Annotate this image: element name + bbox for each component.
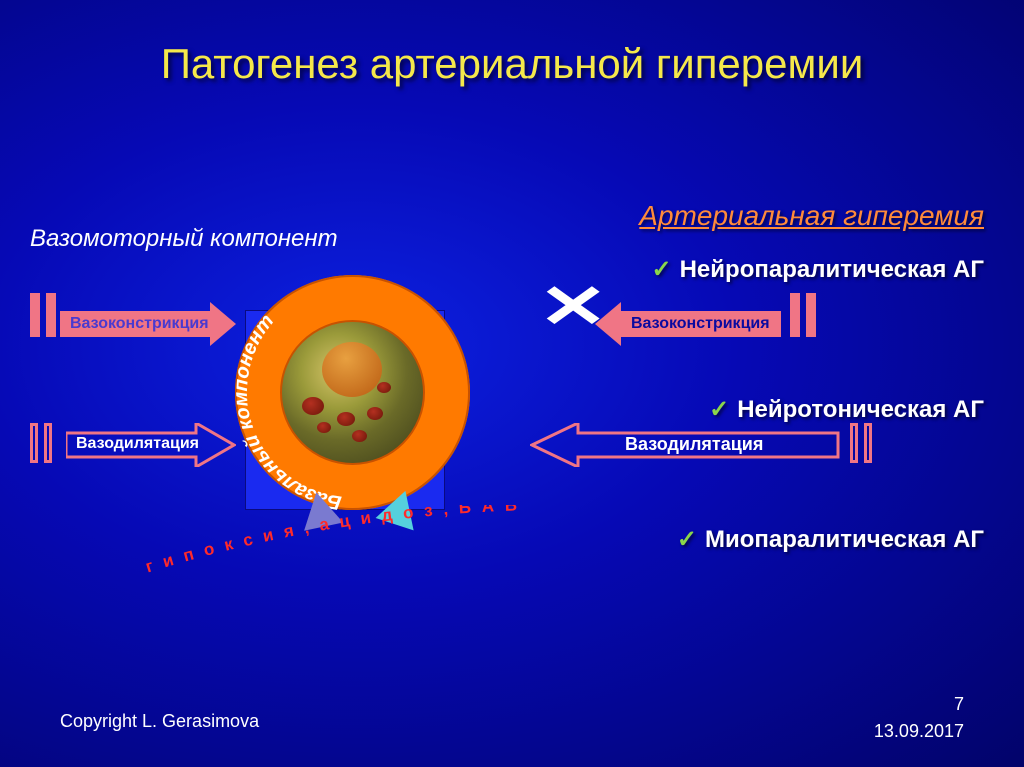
bars-icon xyxy=(30,293,56,337)
list-item: ✓Миопаралитическая АГ xyxy=(677,525,984,554)
arrow-vasoconstriction-right: Вазоконстрикция xyxy=(595,302,781,346)
svg-text:г и п о к с и я , а ц и д о з: г и п о к с и я , а ц и д о з , Б А В xyxy=(143,505,520,576)
footer-date: 13.09.2017 xyxy=(874,721,964,742)
arterial-hyperemia-heading: Артериальная гиперемия xyxy=(639,200,984,232)
list-item: ✓Нейропаралитическая АГ xyxy=(651,255,984,284)
copyright: Copyright L. Gerasimova xyxy=(60,711,259,732)
arrow-vasodilation-left: Вазодилятация xyxy=(66,423,236,472)
page-title: Патогенез артериальной гиперемии xyxy=(0,40,1024,88)
red-curved-text: г и п о к с и я , а ц и д о з , Б А В xyxy=(130,505,550,595)
arrow-vasodilation-right: Вазодилятация xyxy=(530,423,840,472)
check-icon: ✓ xyxy=(651,256,671,283)
check-icon: ✓ xyxy=(709,396,729,423)
open-bars-icon xyxy=(30,423,52,463)
vessel-lumen xyxy=(280,320,425,465)
vasomotor-label: Вазомоторный компонент xyxy=(30,225,338,253)
open-bars-icon xyxy=(850,423,872,463)
page-number: 7 xyxy=(954,694,964,715)
cross-icon: ✕ xyxy=(538,272,608,342)
vessel-ring xyxy=(235,275,470,510)
list-item: ✓Нейротоническая АГ xyxy=(709,395,984,424)
arrow-vasoconstriction-left: Вазоконстрикция xyxy=(60,302,236,346)
bars-icon xyxy=(790,293,816,337)
check-icon: ✓ xyxy=(677,526,697,553)
